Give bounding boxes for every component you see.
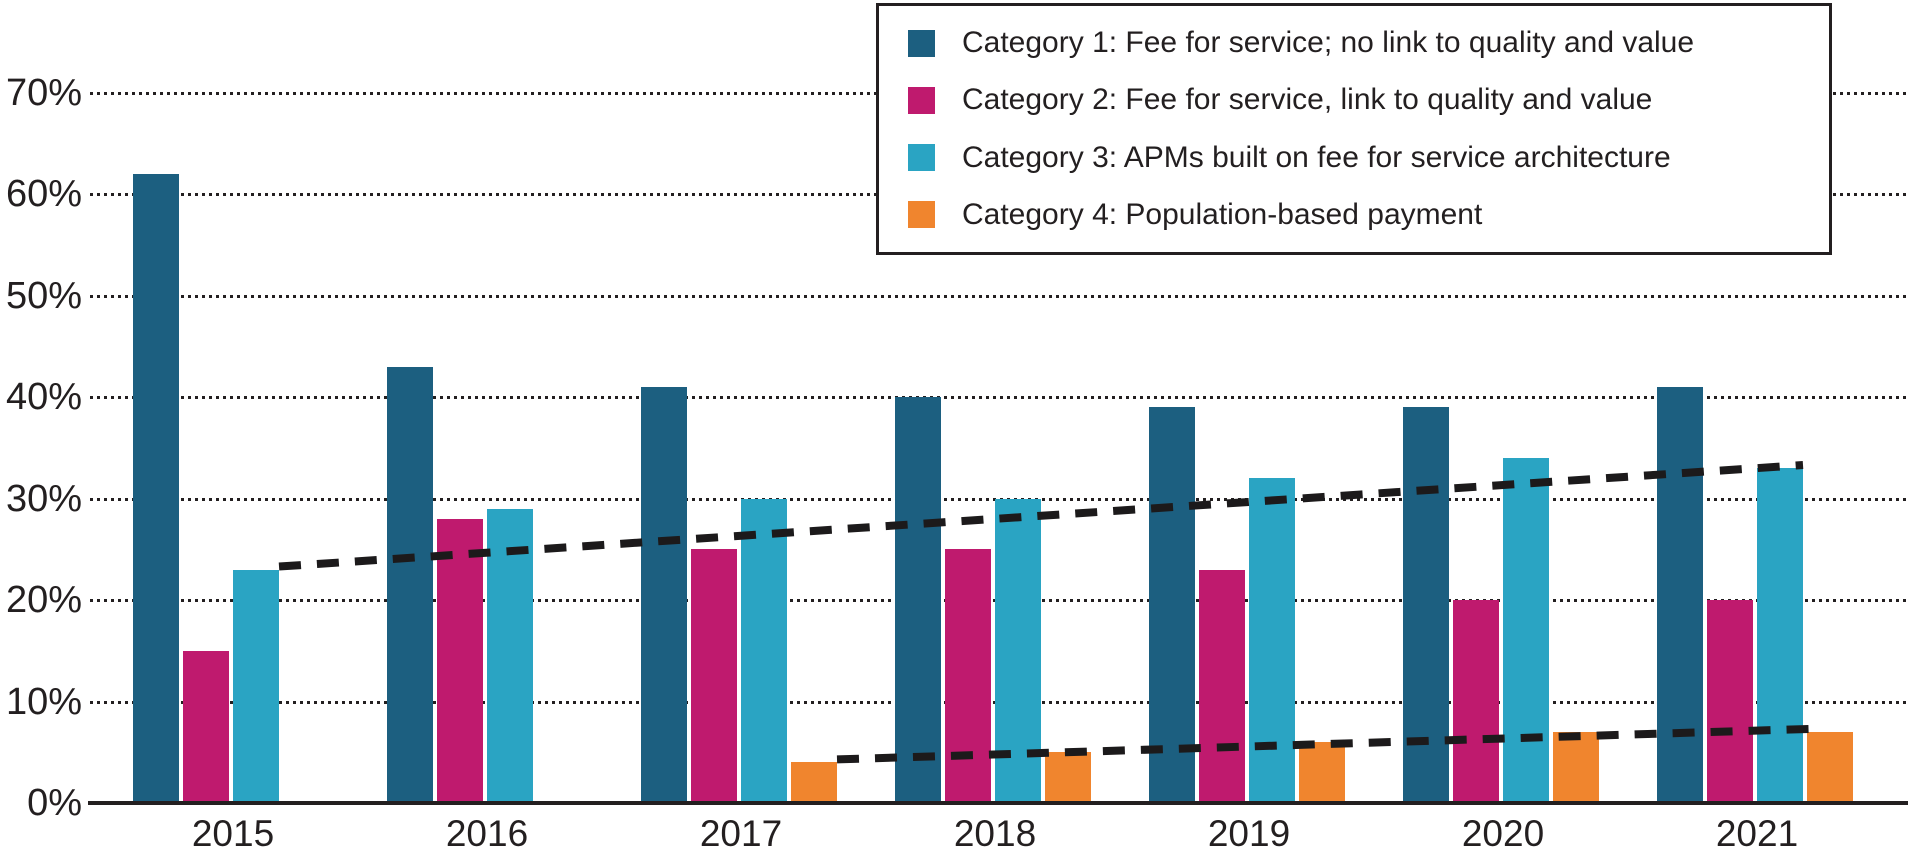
legend-swatch-category-4 [908,201,935,229]
bar-2019-category-2 [1199,569,1245,803]
bar-2016-category-1 [387,366,433,803]
category-4-trend [836,724,1810,764]
bar-2021-category-3 [1757,468,1803,803]
gridline-40pct [90,396,1908,399]
bar-2020-category-4 [1553,731,1599,803]
bar-2017-category-4 [791,762,837,803]
legend-item-category-3: Category 3: APMs built on fee for servic… [879,138,1829,178]
y-tick-label-60: 60% [5,173,82,215]
legend-box: Category 1: Fee for service; no link to … [876,3,1832,255]
bar-2020-category-3 [1503,457,1549,803]
x-tick-label-2017: 2017 [699,813,783,854]
bar-2015-category-2 [183,650,229,803]
legend-swatch-category-3 [908,144,935,172]
legend-item-category-1: Category 1: Fee for service; no link to … [879,23,1829,63]
bar-2015-category-3 [233,569,279,803]
bar-2017-category-3 [741,498,787,803]
legend-item-category-2: Category 2: Fee for service, link to qua… [879,80,1829,120]
x-tick-label-2018: 2018 [953,813,1037,854]
bar-2017-category-2 [691,549,737,803]
x-axis-line [88,801,1908,805]
y-tick-label-10: 10% [5,680,82,723]
bar-2019-category-4 [1299,742,1345,803]
x-tick-label-2019: 2019 [1207,813,1291,854]
x-tick-label-2020: 2020 [1461,813,1545,854]
y-tick-label-70: 70% [5,71,82,114]
bar-2015-category-1 [133,173,179,803]
y-tick-label-30: 30% [5,477,82,520]
bar-2021-category-2 [1707,600,1753,803]
bar-2021-category-4 [1807,731,1853,803]
x-tick-label-2015: 2015 [191,813,275,854]
legend-swatch-category-1 [908,29,935,57]
bar-2018-category-1 [895,397,941,803]
legend-label-category-4: Category 4: Population-based payment [962,197,1483,231]
legend-label-category-2: Category 2: Fee for service, link to qua… [962,83,1653,117]
y-tick-label-50: 50% [5,274,82,317]
gridline-50pct [90,294,1908,298]
bar-2018-category-4 [1045,752,1091,803]
bar-2020-category-2 [1453,600,1499,803]
bar-2016-category-3 [487,508,533,803]
x-tick-label-2016: 2016 [445,813,529,854]
bar-2018-category-2 [945,549,991,803]
y-tick-label-20: 20% [5,579,82,621]
bar-2019-category-1 [1149,407,1195,803]
x-tick-label-2021: 2021 [1715,813,1799,854]
category-3-trend [278,461,1804,571]
legend-item-category-4: Category 4: Population-based payment [879,195,1829,235]
legend-swatch-category-2 [908,86,935,114]
bar-2016-category-2 [437,518,483,803]
legend-label-category-3: Category 3: APMs built on fee for servic… [962,140,1671,174]
y-tick-label-0: 0% [27,782,82,824]
y-tick-label-40: 40% [5,376,82,418]
bar-2017-category-1 [641,386,687,803]
legend-label-category-1: Category 1: Fee for service; no link to … [962,26,1695,59]
